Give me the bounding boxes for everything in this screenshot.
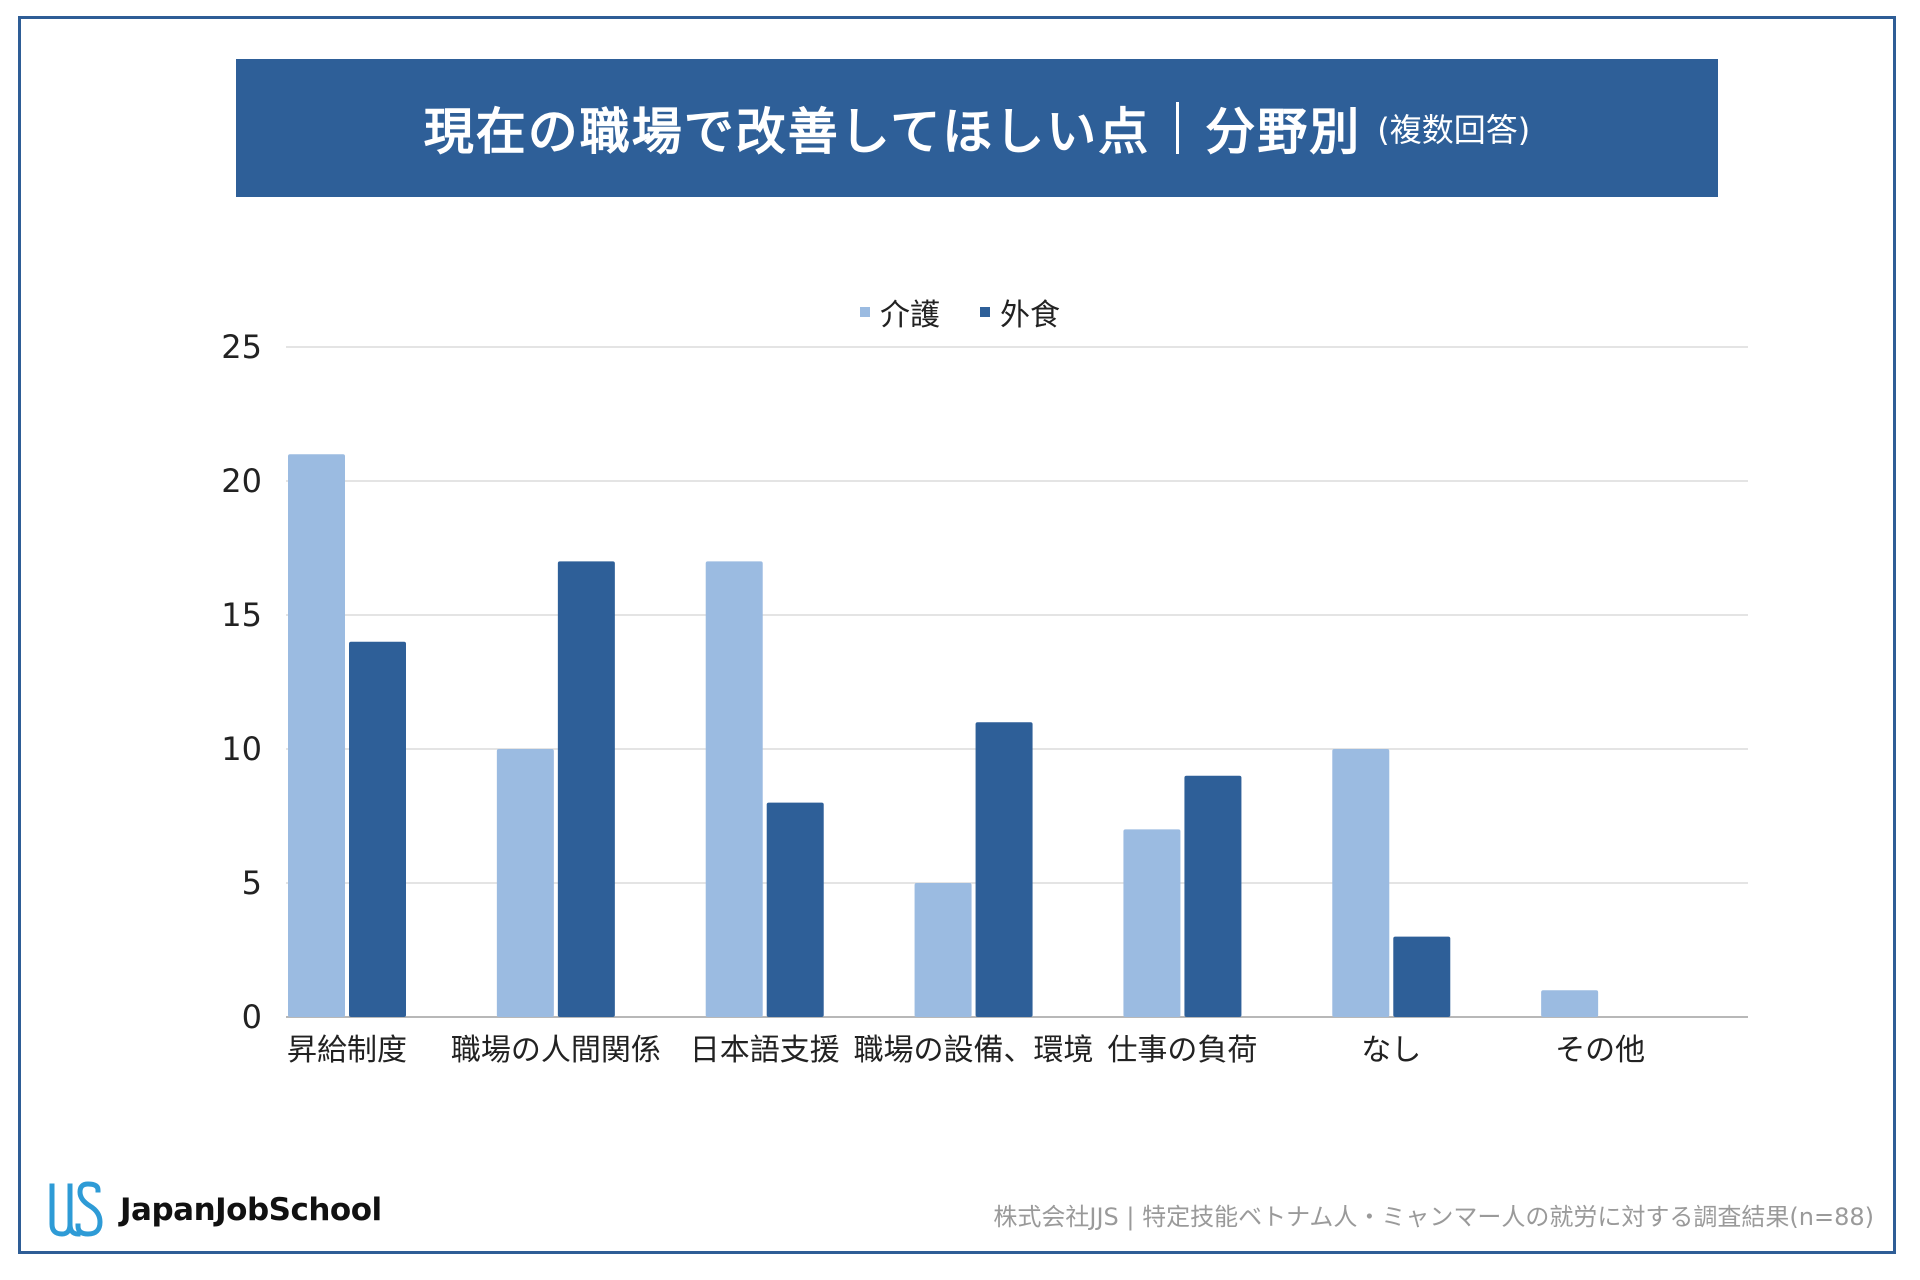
legend-item-series-1: 介護 — [860, 290, 940, 334]
x-tick-label: 昇給制度 — [287, 1033, 407, 1068]
chart-title-field: 分野別 — [1205, 103, 1362, 161]
logo-text: JapanJobSchool — [120, 1192, 382, 1228]
bar-series-1 — [1123, 829, 1181, 1017]
title-banner: 現在の職場で改善してほしい点 分野別 (複数回答) — [236, 59, 1718, 197]
y-tick-label: 15 — [221, 596, 262, 634]
bar-series-2 — [1184, 775, 1242, 1017]
y-tick-label: 5 — [242, 864, 262, 902]
logo: JapanJobSchool — [48, 1180, 382, 1240]
legend-swatch-series-2 — [980, 307, 990, 317]
bar-series-1 — [496, 749, 554, 1017]
bar-series-2 — [975, 722, 1033, 1017]
jjs-logo-icon — [49, 1181, 103, 1237]
x-tick-label: なし — [1361, 1033, 1421, 1068]
bar-series-2 — [766, 802, 824, 1017]
bar-series-2 — [557, 561, 615, 1017]
legend-label-series-2: 外食 — [1000, 298, 1060, 333]
legend-item-series-2: 外食 — [980, 290, 1060, 334]
y-tick-label: 10 — [221, 730, 262, 768]
chart-title-note: (複数回答) — [1377, 111, 1531, 149]
legend-swatch-series-1 — [860, 307, 870, 317]
bar-series-1 — [288, 454, 345, 1017]
y-tick-label: 25 — [221, 328, 262, 366]
legend: 介護 外食 — [0, 290, 1920, 334]
legend-label-series-1: 介護 — [880, 298, 940, 333]
x-tick-label: 仕事の負荷 — [1107, 1033, 1257, 1068]
chart-title: 現在の職場で改善してほしい点 — [423, 103, 1151, 161]
y-tick-label: 0 — [242, 998, 262, 1036]
bar-series-1 — [705, 561, 763, 1017]
x-tick-label: その他 — [1555, 1033, 1645, 1068]
x-tick-label: 日本語支援 — [690, 1033, 840, 1068]
bar-series-2 — [349, 641, 406, 1017]
bar-series-1 — [914, 883, 972, 1017]
y-tick-label: 20 — [221, 462, 262, 500]
x-tick-label: 職場の人間関係 — [451, 1033, 661, 1068]
title-separator — [1176, 102, 1180, 154]
bar-series-2 — [1393, 936, 1451, 1017]
x-tick-label: 職場の設備、環境 — [854, 1033, 1094, 1068]
source-note: 株式会社JJS | 特定技能ベトナム人・ミャンマー人の就労に対する調査結果(n=… — [993, 1203, 1874, 1231]
bar-series-1 — [1541, 990, 1599, 1017]
bar-series-1 — [1332, 749, 1390, 1017]
